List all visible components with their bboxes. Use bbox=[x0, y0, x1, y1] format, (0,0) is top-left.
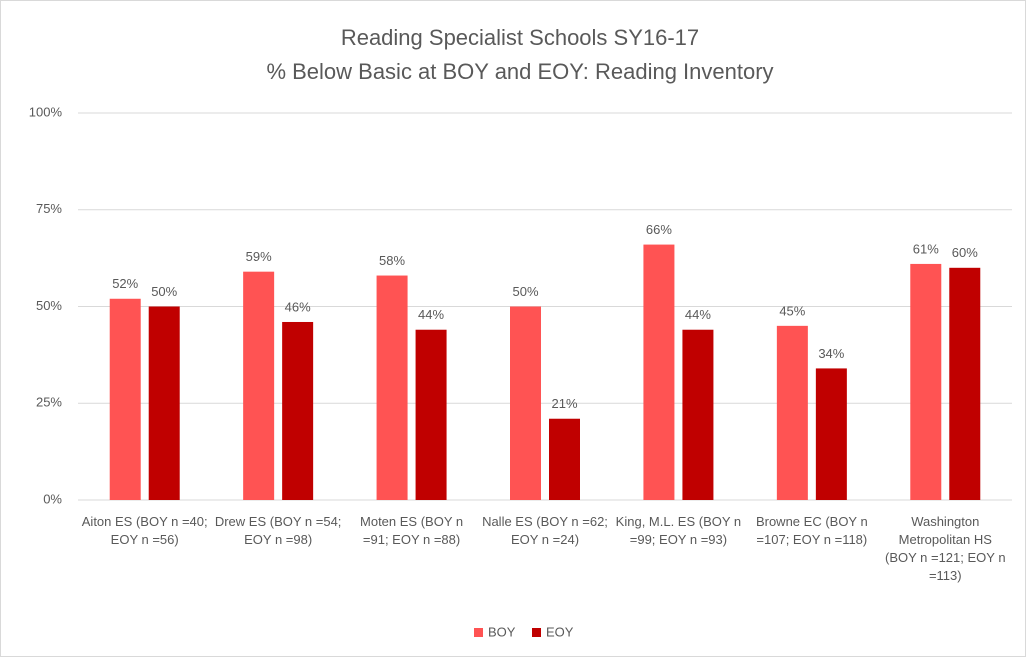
bar bbox=[643, 244, 675, 500]
bar bbox=[682, 329, 714, 500]
bar bbox=[415, 329, 447, 500]
bar bbox=[243, 271, 275, 500]
data-label: 21% bbox=[551, 396, 577, 411]
data-label: 44% bbox=[685, 307, 711, 322]
data-label: 58% bbox=[379, 253, 405, 268]
data-label: 59% bbox=[246, 249, 272, 264]
bar bbox=[109, 298, 141, 500]
y-tick-label: 75% bbox=[36, 201, 62, 216]
chart-title: % Below Basic at BOY and EOY: Reading In… bbox=[266, 59, 773, 84]
bar bbox=[282, 321, 314, 500]
legend-label: BOY bbox=[488, 624, 516, 639]
y-tick-label: 100% bbox=[29, 104, 63, 119]
bar bbox=[815, 368, 847, 500]
legend-label: EOY bbox=[546, 624, 574, 639]
data-label: 44% bbox=[418, 307, 444, 322]
x-tick-label: Nalle ES (BOY n =62; EOY n =24) bbox=[482, 514, 608, 547]
data-label: 45% bbox=[779, 303, 805, 318]
x-tick-label: Browne EC (BOY n =107; EOY n =118) bbox=[755, 514, 868, 547]
bar bbox=[510, 306, 541, 500]
data-label: 61% bbox=[913, 241, 939, 256]
x-tick-label: Drew ES (BOY n =54; EOY n =98) bbox=[214, 514, 342, 547]
y-tick-label: 0% bbox=[43, 491, 62, 506]
x-tick-label: King, M.L. ES (BOY n =99; EOY n =93) bbox=[615, 514, 742, 547]
bar bbox=[949, 267, 981, 500]
data-label: 60% bbox=[952, 245, 978, 260]
x-tick-label: Aiton ES (BOY n =40; EOY n =56) bbox=[81, 514, 208, 547]
legend-swatch bbox=[474, 628, 483, 637]
data-label: 66% bbox=[646, 222, 672, 237]
x-tick-label: Washington Metropolitan HS (BOY n =121; … bbox=[884, 514, 1006, 583]
y-tick-label: 25% bbox=[36, 395, 62, 410]
data-label: 50% bbox=[151, 284, 177, 299]
legend-swatch bbox=[532, 628, 541, 637]
data-label: 52% bbox=[112, 276, 138, 291]
data-label: 46% bbox=[285, 299, 311, 314]
chart-title: Reading Specialist Schools SY16-17 bbox=[341, 25, 699, 50]
bar bbox=[910, 263, 942, 500]
bar bbox=[776, 325, 808, 500]
bar bbox=[376, 275, 408, 500]
bar bbox=[549, 418, 580, 500]
bar bbox=[148, 306, 180, 500]
data-label: 34% bbox=[818, 346, 844, 361]
x-tick-label: Moten ES (BOY n =91; EOY n =88) bbox=[360, 514, 464, 547]
y-tick-label: 50% bbox=[36, 298, 62, 313]
data-label: 50% bbox=[512, 284, 538, 299]
